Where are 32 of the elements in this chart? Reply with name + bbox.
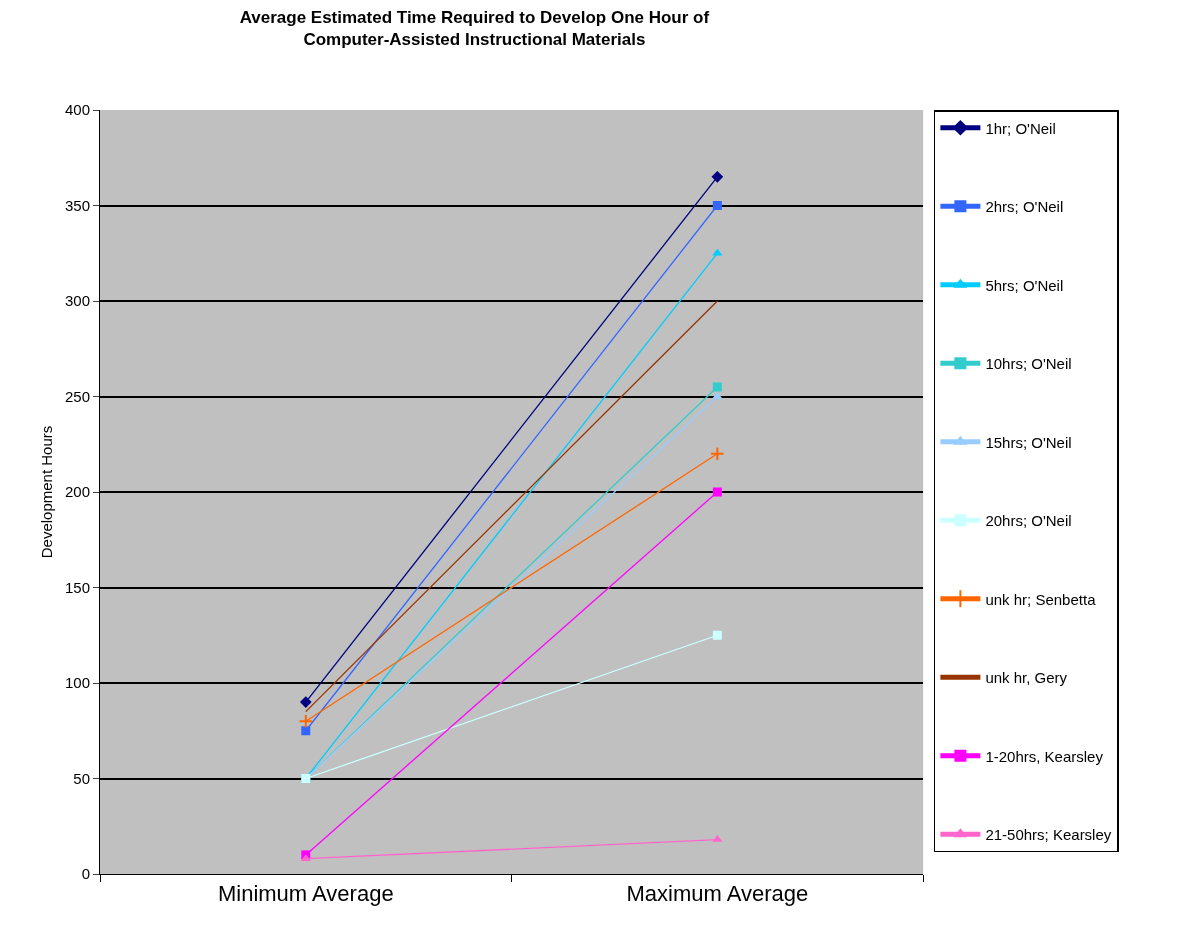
legend-label: unk hr; Senbetta [985, 590, 1097, 608]
y-tick-label: 0 [81, 865, 90, 883]
y-tick-label: 200 [64, 483, 90, 501]
y-axis-title: Development Hours [38, 425, 56, 559]
y-tick-label: 250 [64, 387, 90, 405]
legend-label: 20hrs; O'Neil [985, 512, 1072, 530]
legend-label: unk hr, Gery [985, 669, 1068, 687]
legend-label: 21-50hrs; Kearsley [985, 826, 1112, 844]
point [298, 713, 314, 729]
legend-label: 10hrs; O'Neil [985, 355, 1072, 373]
legend-label: 1hr; O'Neil [985, 119, 1056, 137]
point [710, 446, 725, 462]
y-tick-label: 400 [64, 101, 90, 119]
legend-label: 5hrs; O'Neil [985, 276, 1064, 294]
point [712, 630, 722, 640]
y-tick-label: 50 [73, 769, 90, 787]
point [712, 201, 722, 210]
y-tick-label: 100 [64, 674, 90, 692]
point [712, 382, 722, 392]
point [301, 726, 311, 736]
legend-label: 2hrs; O'Neil [985, 198, 1064, 216]
y-tick-label: 150 [64, 578, 90, 596]
point [712, 487, 722, 497]
legend-label: 15hrs; O'Neil [985, 433, 1072, 451]
y-tick-label: 300 [64, 292, 90, 310]
point [711, 171, 724, 183]
point [299, 696, 312, 708]
x-tick-label: Minimum Average [217, 881, 394, 907]
x-tick-label: Maximum Average [626, 881, 809, 907]
y-tick-label: 350 [64, 196, 90, 214]
legend-label: 1-20hrs, Kearsley [985, 747, 1104, 765]
chart-title: Average Estimated Time Required to Develop One Hour of Computer-Assisted Instructional Materials [239, 8, 710, 50]
